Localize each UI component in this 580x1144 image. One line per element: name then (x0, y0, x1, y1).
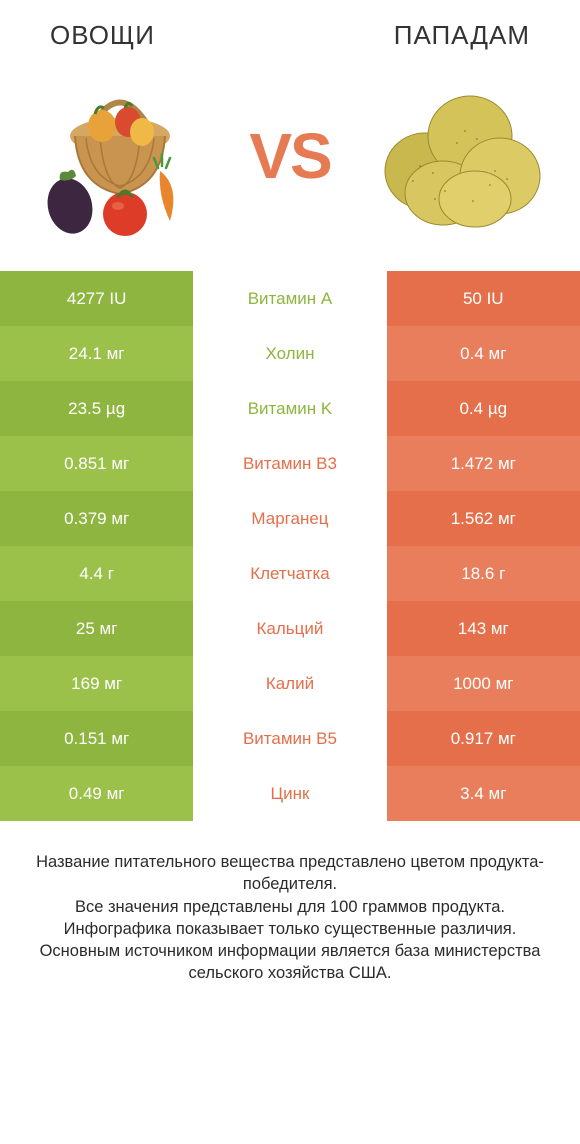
left-value: 24.1 мг (0, 326, 193, 381)
nutrient-name: Холин (193, 326, 386, 381)
table-row: 0.379 мгМарганец1.562 мг (0, 491, 580, 546)
right-value: 18.6 г (387, 546, 580, 601)
footer-line: Основным источником информации является … (28, 940, 552, 985)
right-value: 1000 мг (387, 656, 580, 711)
right-value: 0.917 мг (387, 711, 580, 766)
left-value: 0.379 мг (0, 491, 193, 546)
papadam-image (370, 71, 550, 241)
table-row: 169 мгКалий1000 мг (0, 656, 580, 711)
table-row: 24.1 мгХолин0.4 мг (0, 326, 580, 381)
vs-label: VS (249, 119, 330, 193)
right-value: 50 IU (387, 271, 580, 326)
table-row: 25 мгКальций143 мг (0, 601, 580, 656)
table-row: 4.4 гКлетчатка18.6 г (0, 546, 580, 601)
left-value: 4277 IU (0, 271, 193, 326)
right-value: 0.4 µg (387, 381, 580, 436)
right-value: 1.472 мг (387, 436, 580, 491)
nutrient-name: Калий (193, 656, 386, 711)
vegetables-image (30, 71, 210, 241)
right-value: 3.4 мг (387, 766, 580, 821)
left-value: 0.151 мг (0, 711, 193, 766)
left-value: 25 мг (0, 601, 193, 656)
nutrition-table: 4277 IUВитамин A50 IU24.1 мгХолин0.4 мг2… (0, 271, 580, 821)
table-row: 0.151 мгВитамин B50.917 мг (0, 711, 580, 766)
nutrient-name: Марганец (193, 491, 386, 546)
right-value: 143 мг (387, 601, 580, 656)
nutrient-name: Кальций (193, 601, 386, 656)
left-value: 169 мг (0, 656, 193, 711)
footer-line: Все значения представлены для 100 граммо… (28, 896, 552, 918)
left-product-title: Овощи (50, 20, 155, 51)
nutrient-name: Витамин A (193, 271, 386, 326)
nutrient-name: Клетчатка (193, 546, 386, 601)
nutrient-name: Цинк (193, 766, 386, 821)
table-row: 0.851 мгВитамин B31.472 мг (0, 436, 580, 491)
header: Овощи Пападам (0, 0, 580, 61)
images-row: VS (0, 61, 580, 271)
footer-line: Инфографика показывает только существенн… (28, 918, 552, 940)
table-row: 23.5 µgВитамин K0.4 µg (0, 381, 580, 436)
footer-line: Название питательного вещества представл… (28, 851, 552, 896)
table-row: 0.49 мгЦинк3.4 мг (0, 766, 580, 821)
nutrient-name: Витамин B3 (193, 436, 386, 491)
right-product-title: Пападам (394, 20, 530, 51)
left-value: 0.49 мг (0, 766, 193, 821)
nutrient-name: Витамин K (193, 381, 386, 436)
table-row: 4277 IUВитамин A50 IU (0, 271, 580, 326)
left-value: 4.4 г (0, 546, 193, 601)
right-value: 1.562 мг (387, 491, 580, 546)
right-value: 0.4 мг (387, 326, 580, 381)
footer-notes: Название питательного вещества представл… (0, 821, 580, 1005)
nutrient-name: Витамин B5 (193, 711, 386, 766)
left-value: 0.851 мг (0, 436, 193, 491)
left-value: 23.5 µg (0, 381, 193, 436)
